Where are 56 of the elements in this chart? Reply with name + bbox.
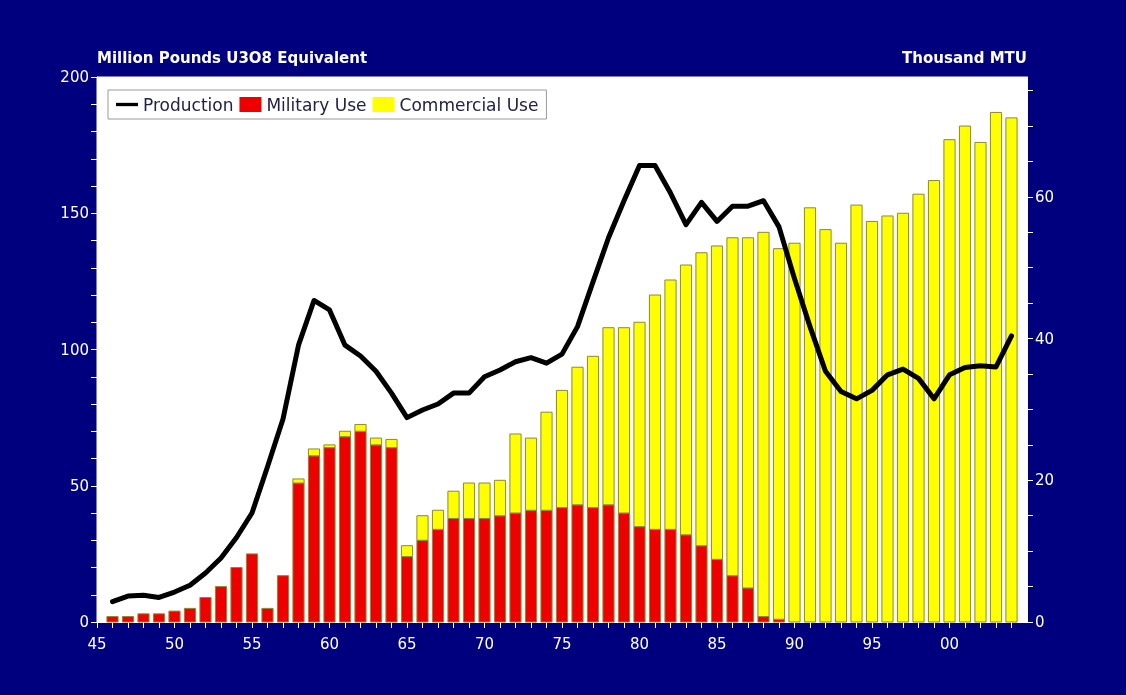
bar xyxy=(121,616,135,623)
legend-label: Commercial Use xyxy=(399,94,539,115)
x-tick-label: 00 xyxy=(939,634,960,653)
x-tick-label: 90 xyxy=(784,634,805,653)
bar xyxy=(912,193,925,623)
y2-tick-label: 0 xyxy=(1035,613,1045,631)
x-tick-label: 50 xyxy=(164,634,185,653)
x-tick-label: 60 xyxy=(319,634,340,653)
y-axis-title: Million Pounds U3O8 Equivalent xyxy=(97,48,368,67)
y-tick-label: 100 xyxy=(60,340,89,359)
bar xyxy=(292,482,305,623)
bar xyxy=(245,553,259,623)
y-tick-label: 0 xyxy=(79,613,89,631)
bar xyxy=(214,586,228,623)
y-tick-label: 200 xyxy=(60,68,89,86)
legend-label: Military Use xyxy=(266,94,367,115)
x-tick-label: 80 xyxy=(629,634,650,653)
bar xyxy=(323,447,336,623)
bar xyxy=(137,613,150,623)
x-tick-label: 45 xyxy=(87,634,107,653)
bar xyxy=(850,204,863,623)
x-tick-label: 75 xyxy=(552,634,572,653)
bar xyxy=(152,613,166,623)
bar xyxy=(168,610,181,623)
y2-tick-label: 40 xyxy=(1035,329,1055,348)
bar xyxy=(943,139,956,623)
bar xyxy=(230,567,243,623)
bar xyxy=(819,229,832,623)
bar xyxy=(261,607,274,623)
x-tick-label: 70 xyxy=(474,634,495,653)
bar xyxy=(1005,117,1018,623)
y-tick-label: 50 xyxy=(69,476,89,495)
y2-axis-title: Thousand MTU xyxy=(902,48,1027,67)
x-tick-label: 85 xyxy=(707,634,727,653)
bar xyxy=(276,575,290,623)
bar xyxy=(106,616,119,623)
bar xyxy=(958,125,972,623)
bar xyxy=(199,596,212,623)
bar xyxy=(834,242,848,623)
legend-label: Production xyxy=(143,94,234,115)
y2-tick-label: 60 xyxy=(1035,187,1055,206)
y-tick-label: 150 xyxy=(60,204,89,223)
bar xyxy=(881,215,894,623)
bar xyxy=(772,248,786,620)
bar xyxy=(927,180,941,623)
x-tick-label: 95 xyxy=(862,634,882,653)
bar xyxy=(788,242,801,623)
bar xyxy=(865,220,879,623)
bar xyxy=(803,207,817,623)
y2-tick-label: 20 xyxy=(1035,471,1055,490)
bar xyxy=(989,111,1003,623)
bar xyxy=(183,607,197,623)
bar xyxy=(974,141,987,623)
bar xyxy=(896,212,910,623)
x-tick-label: 65 xyxy=(397,634,417,653)
x-tick-label: 55 xyxy=(242,634,262,653)
